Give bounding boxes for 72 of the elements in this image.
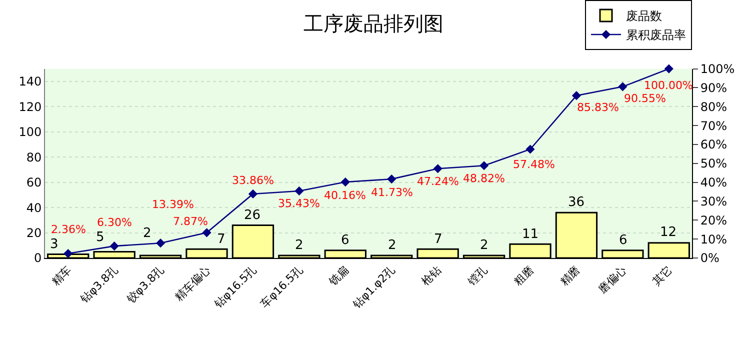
y-tick-label: 140: [18, 74, 42, 89]
x-tick-label: 精磨: [558, 264, 582, 288]
point: [202, 228, 212, 238]
point: [664, 64, 674, 74]
data-label: 85.83%: [577, 101, 619, 114]
x-tick-label: 粗磨: [512, 264, 536, 288]
y-tick-label: 80: [26, 150, 42, 164]
data-label: 3: [50, 237, 58, 252]
y2-tick-label: 40%: [700, 176, 728, 190]
y-tick-label: 40: [26, 200, 42, 215]
data-label: 36: [568, 195, 585, 210]
x-tick-label: 枪钻: [419, 264, 444, 288]
data-label: 2: [388, 238, 396, 253]
data-label: 7.87%: [173, 215, 208, 228]
y-tick-label: 120: [18, 100, 42, 114]
y2-tick-label: 20%: [700, 213, 728, 228]
y2-tick-label: 60%: [700, 138, 728, 152]
data-label: 2: [480, 238, 488, 253]
data-label: 7: [434, 232, 442, 247]
point: [110, 242, 119, 251]
x-tick-label: 其它: [650, 264, 675, 288]
data-label: 48.82%: [463, 172, 505, 185]
y-tick-label: 100: [18, 125, 42, 140]
x-tick-label: 镗孔: [464, 264, 490, 289]
y-tick-label: 0: [34, 251, 42, 266]
y2-tick-label: 10%: [700, 232, 728, 246]
y2-tick-label: 30%: [700, 194, 728, 208]
data-label: 33.86%: [232, 174, 274, 187]
legend-label: 废品数: [626, 9, 662, 24]
legend-label: 累积废品率: [626, 28, 686, 42]
y2-tick-label: 100%: [700, 62, 735, 76]
data-label: 40.16%: [324, 189, 366, 202]
y2-tick-label: 70%: [700, 118, 728, 133]
data-label: 57.48%: [513, 158, 555, 171]
point: [248, 189, 258, 198]
data-label: 47.24%: [417, 175, 459, 188]
point: [156, 238, 166, 248]
point: [479, 161, 489, 170]
point: [618, 82, 628, 92]
data-label: 6: [619, 233, 628, 248]
point: [387, 174, 396, 184]
x-tick-label: 铣扁: [326, 264, 352, 289]
data-label: 26: [244, 208, 261, 223]
point: [572, 91, 582, 100]
x-tick-label: 精车: [49, 264, 74, 288]
y2-tick-label: 90%: [700, 80, 728, 95]
x-tick-label: 磨偏心: [596, 264, 629, 296]
data-label: 2: [295, 238, 304, 253]
data-label: 5: [96, 230, 104, 245]
data-label: 12: [660, 225, 677, 240]
point: [526, 144, 535, 154]
point: [294, 186, 304, 196]
data-label: 41.73%: [371, 186, 413, 199]
data-label: 13.39%: [152, 198, 194, 211]
data-label: 35.43%: [278, 197, 320, 210]
x-tick-label: 精车偏心: [172, 264, 213, 304]
point: [433, 164, 442, 174]
data-label: 2.36%: [51, 223, 86, 236]
point: [340, 177, 350, 187]
y2-tick-label: 0%: [700, 251, 720, 266]
data-label: 7: [217, 232, 226, 247]
data-label: 6.30%: [97, 216, 132, 229]
y2-tick-label: 80%: [700, 100, 728, 114]
point: [64, 248, 73, 258]
y-tick-label: 20: [26, 226, 42, 240]
data-label: 11: [522, 227, 539, 242]
y-tick-label: 60: [26, 176, 42, 190]
y2-tick-label: 50%: [700, 156, 728, 171]
chart-title: 工序废品排列图: [304, 12, 444, 36]
data-label: 2: [143, 226, 152, 241]
data-label: 90.55%: [624, 92, 666, 105]
data-label: 6: [341, 233, 350, 248]
